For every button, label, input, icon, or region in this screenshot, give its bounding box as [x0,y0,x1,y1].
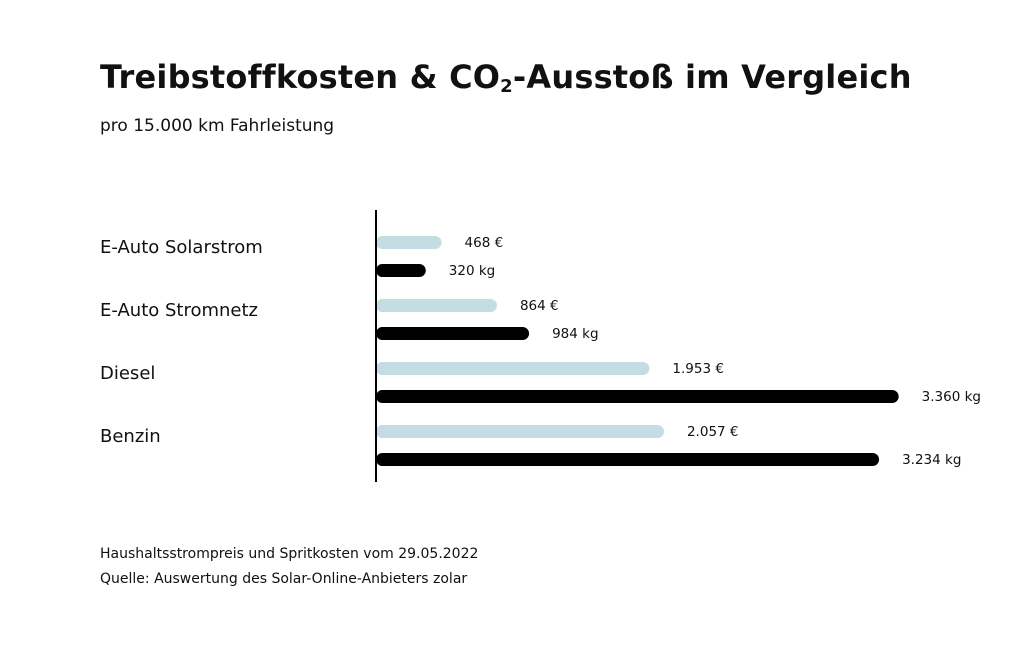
data-label-co2: 3.360 kg [922,389,981,405]
bar-cost [376,362,650,375]
footnote-source: Quelle: Auswertung des Solar-Online-Anbi… [100,571,468,587]
chart-title-subscript: 2 [500,76,513,97]
data-label-co2: 984 kg [552,326,598,342]
data-label-cost: 2.057 € [687,424,739,440]
bar-co2 [376,453,880,466]
chart-title-main: Treibstoffkosten & CO [100,58,501,96]
bar-cost [376,425,664,438]
bar-cost [376,236,442,249]
data-label-cost: 864 € [520,298,559,314]
bar-co2 [376,327,530,340]
data-label-co2: 3.234 kg [902,452,961,468]
data-label-co2: 320 kg [449,263,495,279]
bar-co2 [376,264,426,277]
bar-cost [376,299,497,312]
bar-co2 [376,390,899,403]
category-label: Benzin [100,426,161,447]
chart-subtitle: pro 15.000 km Fahrleistung [100,116,335,136]
footnote-date: Haushaltsstrompreis und Spritkosten vom … [100,546,479,562]
chart-title: Treibstoffkosten & CO2-Ausstoß im Vergle… [100,58,912,96]
data-label-cost: 468 € [465,235,504,251]
data-label-cost: 1.953 € [672,361,724,377]
category-label: E-Auto Stromnetz [100,300,258,321]
chart-title-rest: -Ausstoß im Vergleich [512,58,912,96]
category-label: Diesel [100,363,155,384]
category-label: E-Auto Solarstrom [100,237,263,258]
